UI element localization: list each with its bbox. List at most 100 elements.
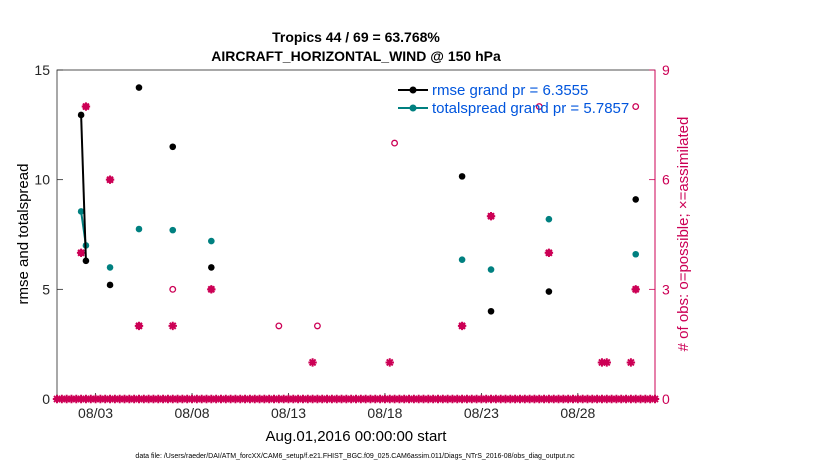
obs-assimilated-marker xyxy=(602,358,611,367)
legend-spread-label: totalspread grand pr = 5.7857 xyxy=(432,100,629,117)
rmse-point xyxy=(106,281,114,289)
obs-zero-marker xyxy=(284,394,293,404)
obs-zero-marker xyxy=(250,394,259,404)
rmse-point xyxy=(458,173,466,180)
obs-zero-marker xyxy=(482,394,491,404)
obs-zero-marker xyxy=(356,394,366,404)
rmse-point xyxy=(135,84,143,91)
totalspread-point xyxy=(106,264,114,271)
obs-assimilated-marker xyxy=(544,248,554,257)
obs-zero-marker xyxy=(414,394,423,404)
obs-zero-marker xyxy=(76,394,86,404)
obs-assimilated-series xyxy=(76,102,640,367)
obs-zero-marker xyxy=(549,394,558,404)
rmse-point xyxy=(82,257,90,265)
x-tick-label: 08/28 xyxy=(560,405,595,421)
obs-possible-marker xyxy=(391,139,399,147)
obs-zero-marker xyxy=(178,394,187,404)
obs-assimilated-marker xyxy=(308,358,317,367)
left-tick-label: 0 xyxy=(42,391,50,407)
obs-assimilated-marker xyxy=(207,285,216,294)
obs-zero-marker xyxy=(187,394,197,404)
obs-zero-marker xyxy=(535,394,544,404)
obs-assimilated-marker xyxy=(134,321,144,331)
obs-zero-marker xyxy=(269,394,279,404)
obs-zero-marker xyxy=(419,394,428,404)
obs-zero-marker xyxy=(327,394,337,404)
rmse-point xyxy=(487,307,495,315)
obs-zero-marker xyxy=(313,394,322,404)
obs-zero-marker xyxy=(337,394,346,404)
obs-zero-marker xyxy=(607,394,616,404)
obs-zero-marker xyxy=(192,394,202,404)
obs-zero-marker xyxy=(563,394,573,404)
totalspread-point xyxy=(545,215,553,223)
totalspread-point xyxy=(632,250,640,258)
obs-zero-marker xyxy=(448,394,457,404)
legend: rmse grand pr = 6.3555 totalspread grand… xyxy=(398,82,629,117)
obs-zero-marker xyxy=(202,394,211,404)
obs-zero-marker xyxy=(650,394,660,404)
obs-zero-marker xyxy=(279,394,288,404)
obs-zero-marker xyxy=(438,394,448,404)
obs-zero-marker xyxy=(510,394,520,404)
obs-zero-marker xyxy=(457,394,467,404)
x-axis: 08/03 08/08 08/13 08/18 08/23 08/28 xyxy=(78,393,596,421)
obs-zero-marker xyxy=(260,394,269,404)
obs-zero-series xyxy=(52,394,660,404)
rmse-point xyxy=(77,111,85,119)
obs-zero-marker xyxy=(149,394,158,404)
obs-zero-marker xyxy=(308,394,317,404)
obs-zero-marker xyxy=(144,394,153,404)
obs-zero-marker xyxy=(298,394,308,404)
right-y-axis: 0 3 6 9 xyxy=(649,62,670,407)
obs-zero-marker xyxy=(115,394,124,404)
obs-zero-marker xyxy=(496,394,505,404)
obs-zero-marker xyxy=(583,394,592,404)
obs-zero-marker xyxy=(154,394,163,404)
obs-possible-marker xyxy=(275,322,283,330)
obs-zero-marker xyxy=(129,394,139,404)
obs-zero-marker xyxy=(404,394,414,404)
obs-zero-marker xyxy=(173,394,182,404)
right-tick-label: 9 xyxy=(662,62,670,78)
obs-zero-marker xyxy=(592,394,602,404)
obs-zero-marker xyxy=(559,394,568,404)
obs-zero-marker xyxy=(240,394,250,404)
obs-assimilated-marker xyxy=(597,358,607,367)
obs-possible-marker xyxy=(313,322,321,330)
right-tick-label: 3 xyxy=(662,281,670,297)
obs-assimilated-marker xyxy=(631,285,640,294)
obs-zero-marker xyxy=(303,394,312,404)
obs-zero-marker xyxy=(621,394,631,404)
obs-zero-marker xyxy=(110,394,120,404)
totalspread-point xyxy=(135,225,143,233)
obs-zero-marker xyxy=(588,394,597,404)
x-tick-label: 08/23 xyxy=(464,405,499,421)
rmse-line xyxy=(80,114,87,261)
obs-zero-marker xyxy=(264,394,274,404)
obs-zero-marker xyxy=(380,394,390,404)
obs-zero-marker xyxy=(158,394,168,404)
obs-zero-marker xyxy=(539,394,549,404)
obs-possible-marker xyxy=(632,103,640,111)
x-tick-label: 08/03 xyxy=(78,405,113,421)
obs-zero-marker xyxy=(409,394,419,404)
obs-assimilated-marker xyxy=(486,212,496,221)
obs-zero-marker xyxy=(433,394,443,404)
obs-zero-marker xyxy=(96,394,105,404)
obs-zero-marker xyxy=(631,394,640,404)
right-tick-label: 0 xyxy=(662,391,670,407)
obs-zero-marker xyxy=(91,394,100,404)
obs-zero-marker xyxy=(602,394,611,404)
obs-zero-marker xyxy=(486,394,496,404)
obs-zero-marker xyxy=(274,394,284,404)
legend-rmse-label: rmse grand pr = 6.3555 xyxy=(432,82,588,99)
obs-zero-marker xyxy=(120,394,129,404)
legend-spread-marker xyxy=(409,104,417,112)
obs-zero-marker xyxy=(573,394,583,404)
rmse-point xyxy=(208,264,215,271)
obs-zero-marker xyxy=(57,394,67,404)
obs-zero-marker xyxy=(617,394,626,404)
x-tick-label: 08/18 xyxy=(367,405,402,421)
